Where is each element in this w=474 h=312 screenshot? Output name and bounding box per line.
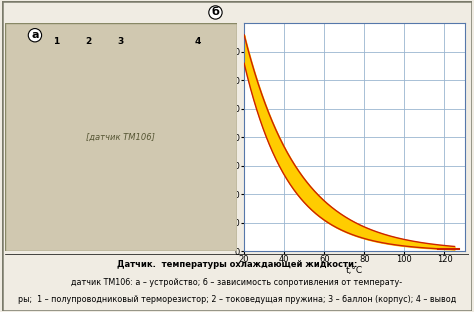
Text: 2: 2: [85, 37, 91, 46]
Text: 4: 4: [194, 37, 201, 46]
Text: датчик ТМ106: а – устройство; б – зависимость сопротивления от температу-: датчик ТМ106: а – устройство; б – зависи…: [72, 278, 402, 287]
Text: ры;  1 – полупроводниковый терморезистор; 2 – токоведущая пружина; 3 – баллон (к: ры; 1 – полупроводниковый терморезистор;…: [18, 295, 456, 305]
Text: Датчик.  температуры охлаждающей жидкости:: Датчик. температуры охлаждающей жидкости…: [117, 260, 357, 269]
Y-axis label: R, Ом: R, Ом: [207, 124, 216, 150]
Text: 3: 3: [118, 37, 124, 46]
Text: 1: 1: [53, 37, 59, 46]
X-axis label: t,°C: t,°C: [346, 266, 363, 275]
Text: а: а: [31, 30, 39, 40]
Text: б: б: [211, 7, 219, 17]
Text: [датчик ТМ106]: [датчик ТМ106]: [86, 133, 155, 142]
